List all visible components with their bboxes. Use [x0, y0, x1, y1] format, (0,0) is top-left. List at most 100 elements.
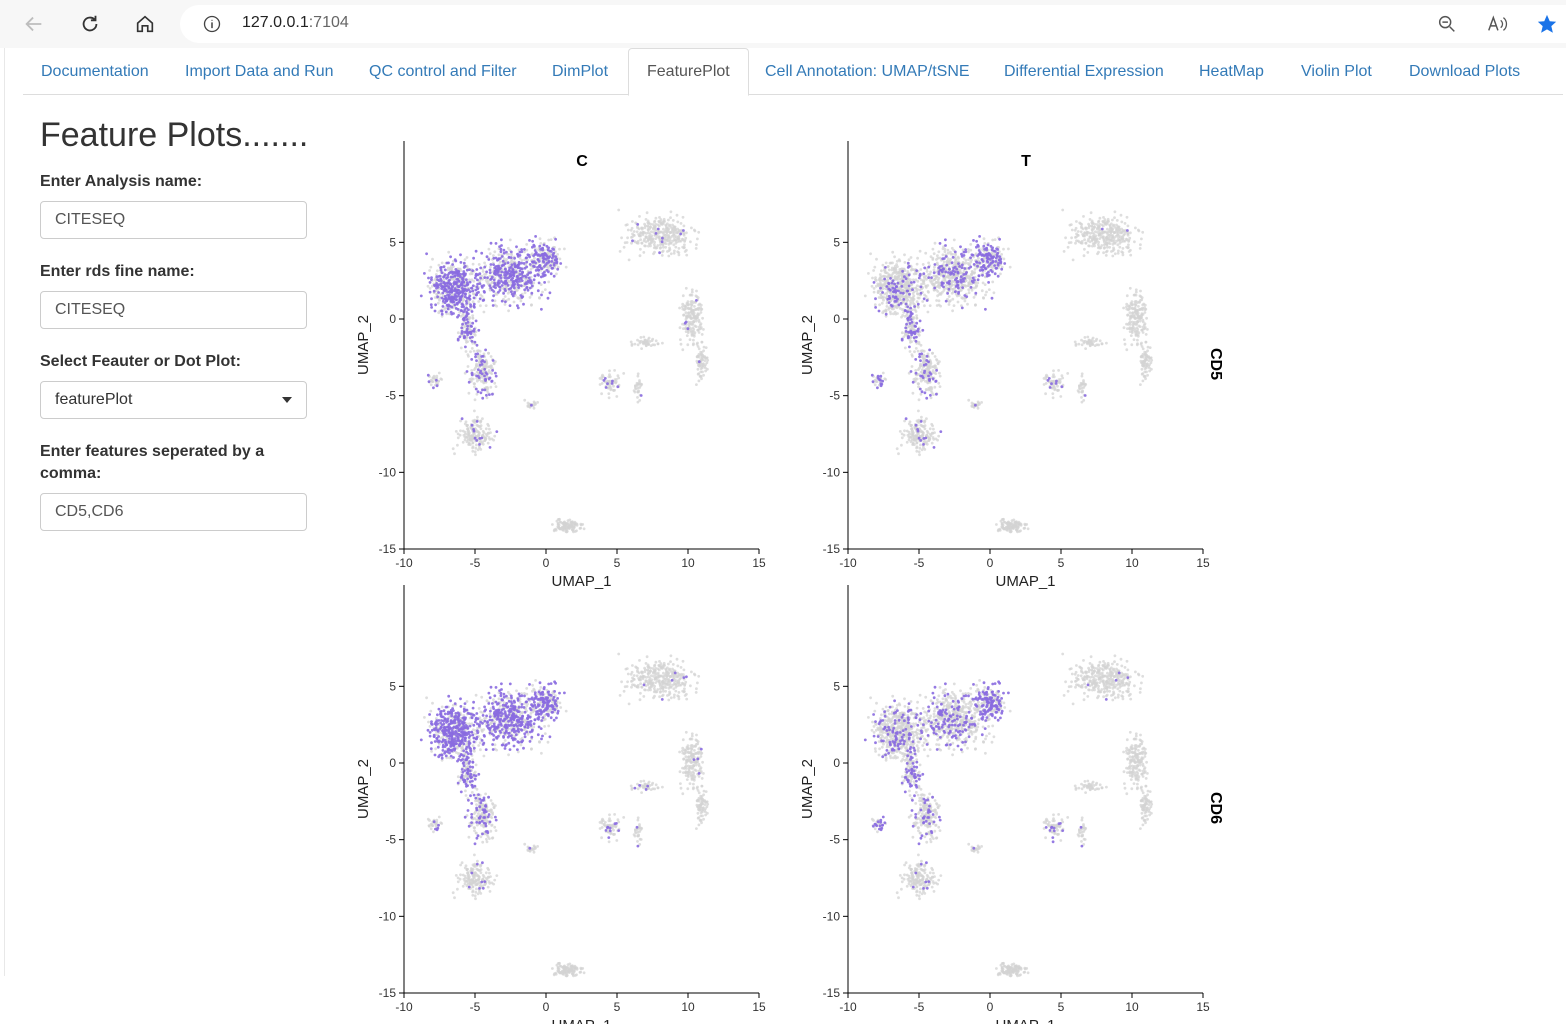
cell-point: [1092, 337, 1095, 340]
cell-point: [465, 420, 468, 423]
cell-point: [479, 294, 482, 297]
cell-point: [456, 444, 459, 447]
tab-violin-plot[interactable]: Violin Plot: [1283, 48, 1390, 95]
cell-point: [965, 259, 968, 262]
cell-point: [438, 264, 441, 267]
cell-point: [637, 343, 640, 346]
cell-point: [1097, 221, 1100, 224]
cell-point: [1014, 525, 1017, 528]
browser-chrome: 127.0.0.1:7104: [0, 0, 1566, 48]
cell-point: [608, 396, 611, 399]
cell-point: [1099, 339, 1102, 342]
cell-point: [475, 268, 478, 271]
cell-point: [1052, 385, 1055, 388]
cell-point: [1023, 523, 1026, 526]
cell-point: [888, 269, 891, 272]
cell-point: [464, 433, 467, 436]
cell-point: [475, 320, 478, 323]
tab-featureplot[interactable]: FeaturePlot: [628, 48, 749, 96]
plot-type-select[interactable]: featurePlot: [40, 381, 307, 419]
reload-button[interactable]: [72, 6, 108, 42]
cell-point: [481, 397, 484, 400]
cell-point: [468, 381, 471, 384]
home-button[interactable]: [127, 6, 163, 42]
cell-point: [469, 378, 472, 381]
rds-file-input[interactable]: CITESEQ: [40, 291, 307, 329]
cell-point: [869, 252, 872, 255]
cell-point: [873, 266, 876, 269]
cell-point: [915, 435, 918, 438]
cell-point: [528, 254, 531, 257]
url-text[interactable]: 127.0.0.1:7104: [242, 14, 349, 32]
tab-differential-expression[interactable]: Differential Expression: [986, 48, 1182, 95]
cell-point: [542, 254, 545, 257]
cell-point: [692, 313, 695, 316]
cell-point: [466, 256, 469, 259]
tab-cell-annotation[interactable]: Cell Annotation: UMAP/tSNE: [747, 48, 988, 95]
tab-dimplot[interactable]: DimPlot: [534, 48, 626, 95]
cell-point: [634, 391, 637, 394]
analysis-name-input[interactable]: CITESEQ: [40, 201, 307, 239]
cell-point: [1000, 520, 1003, 523]
cell-point: [910, 298, 913, 301]
cell-point: [663, 220, 666, 223]
cell-point: [497, 291, 500, 294]
features-input[interactable]: CD5,CD6: [40, 493, 307, 531]
cell-point: [497, 281, 500, 284]
cell-point: [481, 285, 484, 288]
cell-point: [917, 293, 920, 296]
tab-import-data-and-run[interactable]: Import Data and Run: [167, 48, 352, 95]
cell-point: [684, 237, 687, 240]
tab-heatmap[interactable]: HeatMap: [1181, 48, 1282, 95]
cell-point: [1045, 374, 1048, 377]
address-bar[interactable]: 127.0.0.1:7104: [180, 5, 1566, 43]
cell-point: [691, 334, 694, 337]
cell-point: [603, 379, 606, 382]
cell-point: [462, 270, 465, 273]
cell-point: [1116, 219, 1119, 222]
cell-point: [549, 291, 552, 294]
cell-point: [599, 377, 602, 380]
cell-point: [1108, 239, 1111, 242]
cell-point: [547, 297, 550, 300]
tab-download-plots[interactable]: Download Plots: [1391, 48, 1538, 95]
cell-point: [474, 277, 477, 280]
cell-point: [507, 247, 510, 250]
cell-point: [507, 261, 510, 264]
cell-point: [455, 430, 458, 433]
cell-point: [475, 289, 478, 292]
cell-point: [1000, 253, 1003, 256]
tab-qc-control-and-filter[interactable]: QC control and Filter: [351, 48, 535, 95]
cell-point: [1120, 221, 1123, 224]
back-button[interactable]: [16, 6, 52, 42]
cell-point: [988, 288, 991, 291]
cell-point: [540, 294, 543, 297]
cell-point: [906, 296, 909, 299]
cell-point: [550, 272, 553, 275]
favorite-star-icon[interactable]: [1536, 13, 1558, 35]
cell-point: [968, 283, 971, 286]
cell-point: [459, 335, 462, 338]
cell-point: [647, 343, 650, 346]
cell-point: [489, 446, 492, 449]
cell-point: [930, 387, 933, 390]
cell-point: [932, 428, 935, 431]
cell-point: [918, 398, 921, 401]
zoom-icon[interactable]: [1436, 13, 1458, 35]
cell-point: [1107, 220, 1110, 223]
tab-documentation[interactable]: Documentation: [23, 48, 167, 95]
cell-point: [579, 523, 582, 526]
cell-point: [503, 249, 506, 252]
info-icon[interactable]: [202, 14, 222, 34]
cell-point: [607, 392, 610, 395]
read-aloud-icon[interactable]: [1486, 13, 1508, 35]
cell-point: [706, 361, 709, 364]
cell-point: [488, 428, 491, 431]
cell-point: [1016, 522, 1019, 525]
cell-point: [938, 372, 941, 375]
cell-point: [543, 244, 546, 247]
cell-point: [1096, 231, 1099, 234]
cell-point: [957, 301, 960, 304]
cell-point: [488, 436, 491, 439]
